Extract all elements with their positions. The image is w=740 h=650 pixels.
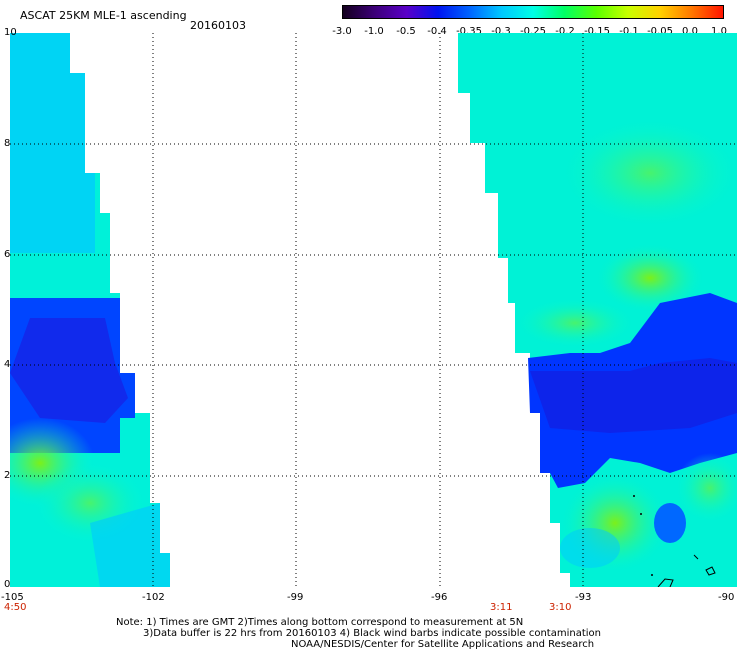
x-tick-label: -99 bbox=[287, 592, 304, 603]
colorbar-label: -0.3 bbox=[491, 26, 511, 37]
x-tick-label: -96 bbox=[431, 592, 448, 603]
time-label: 4:50 bbox=[4, 602, 27, 613]
swath-west bbox=[10, 33, 170, 587]
swath-east bbox=[458, 33, 737, 587]
map-title: ASCAT 25KM MLE-1 ascending bbox=[20, 9, 187, 22]
colorbar-label: -0.4 bbox=[427, 26, 447, 37]
graticule bbox=[10, 33, 737, 587]
colorbar-label: -0.35 bbox=[456, 26, 482, 37]
y-tick-label: 4 bbox=[4, 359, 11, 370]
colorbar-label: -3.0 bbox=[332, 26, 352, 37]
y-tick-label: 6 bbox=[4, 249, 11, 260]
footnote-line-3: NOAA/NESDIS/Center for Satellite Applica… bbox=[291, 639, 595, 650]
footnote-line-1: Note: 1) Times are GMT 2)Times along bot… bbox=[116, 617, 524, 628]
time-label: 3:11 bbox=[490, 602, 513, 613]
y-tick-label: 8 bbox=[4, 138, 11, 149]
colorbar-label: -0.1 bbox=[619, 26, 639, 37]
colorbar-label: -1.0 bbox=[364, 26, 384, 37]
footnote-line-2: 3)Data buffer is 22 hrs from 20160103 4)… bbox=[143, 628, 601, 639]
time-label: 3:10 bbox=[549, 602, 572, 613]
colorbar-label: -0.2 bbox=[555, 26, 575, 37]
colorbar-label: -0.05 bbox=[647, 26, 673, 37]
y-tick-label: 2 bbox=[4, 470, 11, 481]
y-tick-label: 10 bbox=[4, 27, 17, 38]
colorbar-label: 1.0 bbox=[711, 26, 727, 37]
colorbar-label: 0.0 bbox=[682, 26, 698, 37]
x-tick-label: -102 bbox=[142, 592, 165, 603]
x-tick-label: -93 bbox=[575, 592, 592, 603]
colorbar-label: -0.5 bbox=[396, 26, 416, 37]
colorbar bbox=[342, 5, 724, 19]
x-tick-label: -90 bbox=[718, 592, 735, 603]
wind-map bbox=[10, 33, 737, 587]
colorbar-label: -0.25 bbox=[520, 26, 546, 37]
colorbar-label: -0.15 bbox=[584, 26, 610, 37]
y-tick-label: 0 bbox=[4, 579, 11, 590]
x-tick-label: -105 bbox=[1, 592, 24, 603]
map-date: 20160103 bbox=[190, 19, 246, 32]
